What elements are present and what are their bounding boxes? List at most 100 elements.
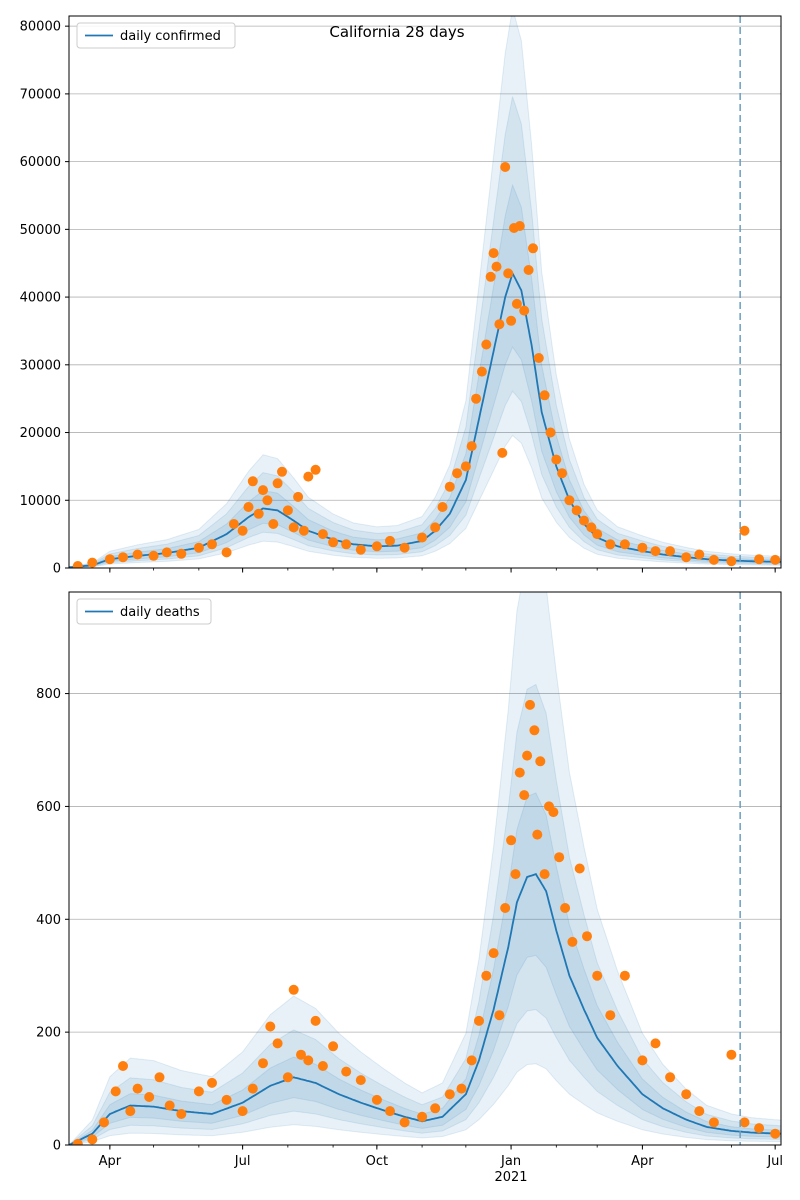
data-point [535,756,546,767]
data-point [341,539,352,550]
data-point [592,529,603,540]
data-point [277,466,287,477]
data-point [548,807,559,818]
legend-box [76,22,236,49]
data-point [282,505,293,516]
data-point [272,1038,283,1049]
data-point [293,491,304,502]
data-point [539,390,550,401]
confidence-band [69,592,781,1145]
y-tick-label: 40000 [20,291,61,306]
confidence-band [69,683,781,1145]
y-tick-label: 30000 [20,358,61,373]
figure-title: California 28 days [329,23,464,41]
data-point [288,984,299,995]
data-point [506,315,517,326]
data-point [385,1106,395,1117]
x-tick-label: Jan [500,1154,521,1169]
data-point [528,243,538,254]
x-tick-label: Apr [99,1154,122,1169]
data-point [650,546,661,557]
data-point [567,936,578,947]
data-point [265,1021,276,1032]
data-point [118,552,128,563]
data-point [466,441,477,452]
y-tick-label: 400 [36,913,61,928]
x-tick-label: Jul [766,1154,783,1169]
data-point [110,1086,121,1097]
data-point [298,525,309,536]
data-point [341,1066,352,1077]
data-point [118,1061,128,1071]
data-point [533,353,544,363]
data-point [399,542,410,553]
x-tick-label: Jul [234,1154,251,1169]
data-point [708,554,719,565]
data-point [237,1106,248,1117]
data-point [571,505,582,516]
data-point [72,561,83,568]
data-point [739,525,750,536]
data-point [243,502,254,512]
data-point [726,556,737,567]
data-point [104,554,115,565]
data-point [262,495,273,506]
data-point [481,970,492,981]
data-point [770,554,781,565]
x-tick-label: Oct [366,1154,388,1169]
y-tick-label: 0 [53,1139,61,1154]
data-point [444,481,455,492]
data-point [485,271,496,282]
data-point [681,552,692,563]
confirmed-panel: 0 10000 20000 30000 40000 50000 60000 70000 8000… [20,15,782,577]
data-point [154,1072,165,1083]
data-point [176,1109,187,1119]
legend-label: daily confirmed [120,29,221,44]
data-point [554,852,565,863]
data-point [545,427,556,438]
y-tick-label: 20000 [20,426,61,441]
data-point [328,1041,339,1052]
legend-label: daily deaths [120,605,200,620]
data-point [619,539,630,550]
data-point [582,931,592,942]
y-tick-label: 10000 [20,494,61,509]
data-point [637,542,648,553]
data-point [193,542,204,553]
data-point [551,454,562,465]
data-point [164,1100,175,1111]
data-point [510,869,521,880]
axes-frame [68,15,782,569]
data-point [474,1015,484,1026]
data-point [355,544,366,555]
data-point [228,519,239,529]
data-point [539,869,550,880]
data-point [303,1055,314,1066]
data-point [466,1055,477,1066]
data-point [500,903,511,913]
data-point [488,248,499,259]
data-point [417,1111,428,1122]
data-point [637,1055,648,1066]
data-point [317,529,328,540]
data-point [460,461,471,472]
data-point [87,1134,98,1145]
data-point [72,1138,83,1145]
data-point [303,471,314,482]
data-point [437,502,448,512]
data-point [494,319,505,330]
data-point [193,1086,204,1097]
data-point [497,447,508,458]
data-point [125,1106,136,1117]
data-point [310,464,321,475]
data-point [161,547,172,558]
data-point [310,1015,321,1026]
data-point [385,535,395,546]
data-point [708,1117,719,1128]
y-tick-label: 80000 [20,20,61,35]
data-point [605,539,616,550]
y-tick-label: 600 [36,800,61,815]
data-point [144,1092,155,1102]
y-tick-label: 60000 [20,155,61,170]
